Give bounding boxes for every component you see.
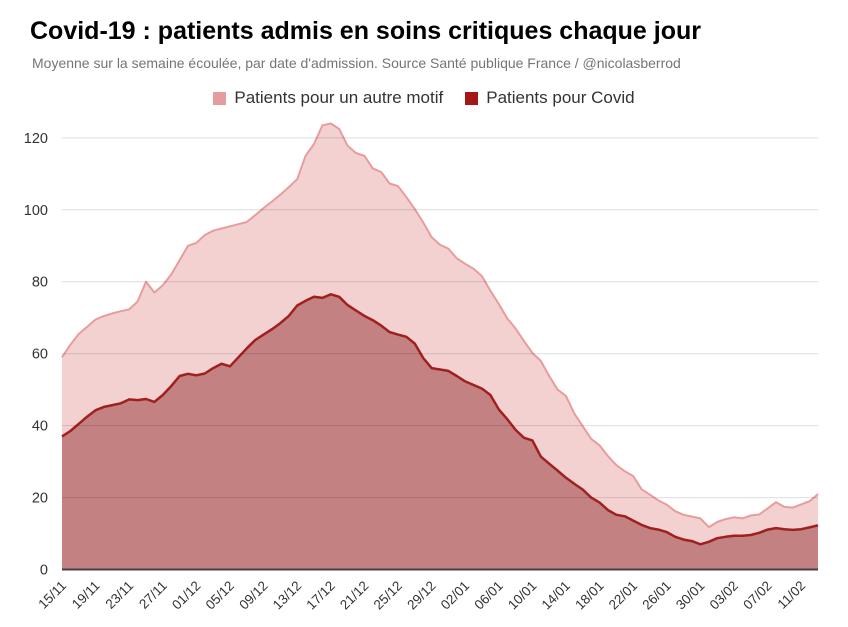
x-tick-label: 18/01 — [572, 578, 607, 613]
legend-item-covid: Patients pour Covid — [465, 88, 635, 108]
x-tick-label: 15/11 — [35, 578, 69, 612]
y-tick-label: 20 — [32, 491, 48, 507]
grid-lines — [62, 137, 818, 571]
y-tick-label: 80 — [32, 275, 48, 291]
page-subtitle: Moyenne sur la semaine écoulée, par date… — [32, 55, 681, 71]
series-covid-area — [62, 294, 818, 570]
x-tick-label: 11/02 — [775, 578, 809, 612]
x-tick-label: 26/01 — [639, 578, 674, 613]
x-tick-label: 27/11 — [136, 578, 170, 612]
y-tick-label: 40 — [32, 419, 48, 435]
y-axis-labels: 0 20 40 60 80 100 120 — [24, 131, 48, 579]
y-tick-label: 120 — [24, 131, 48, 147]
legend-label-covid: Patients pour Covid — [486, 88, 635, 107]
chart-legend: Patients pour un autre motif Patients po… — [0, 88, 848, 108]
x-tick-label: 06/01 — [471, 578, 506, 613]
x-tick-label: 22/01 — [606, 578, 641, 613]
x-tick-label: 19/11 — [69, 578, 103, 612]
legend-swatch-autre-icon — [213, 91, 227, 105]
x-tick-label: 13/12 — [270, 578, 305, 613]
x-tick-label: 02/01 — [438, 578, 473, 613]
series-covid-line — [61, 293, 819, 546]
chart-canvas: 0 20 40 60 80 100 120 15/11 19/11 23/11 27/11 01/12… — [24, 122, 819, 613]
page-title: Covid-19 : patients admis en soins criti… — [30, 17, 701, 45]
legend-label-autre: Patients pour un autre motif — [234, 88, 444, 107]
x-tick-label: 25/12 — [371, 578, 406, 613]
chart-series — [61, 122, 819, 570]
x-tick-label: 01/12 — [169, 578, 204, 613]
x-tick-label: 23/11 — [103, 578, 137, 612]
x-tick-label: 21/12 — [337, 578, 372, 613]
x-tick-label: 14/01 — [539, 578, 574, 613]
x-tick-label: 17/12 — [303, 578, 338, 613]
series-autre-line — [61, 122, 819, 529]
legend-swatch-covid-icon — [465, 91, 479, 105]
x-axis-labels: 15/11 19/11 23/11 27/11 01/12 05/12 09/12 13/12… — [35, 578, 808, 613]
y-tick-label: 0 — [40, 563, 48, 579]
x-tick-label: 30/01 — [673, 578, 708, 613]
x-tick-label: 09/12 — [236, 578, 271, 613]
x-tick-label: 03/02 — [707, 578, 742, 613]
x-tick-label: 05/12 — [203, 578, 238, 613]
y-tick-label: 100 — [24, 203, 48, 219]
y-tick-label: 60 — [32, 347, 48, 363]
x-tick-label: 10/01 — [505, 578, 540, 613]
legend-item-autre: Patients pour un autre motif — [213, 88, 443, 108]
x-tick-label: 07/02 — [740, 578, 775, 613]
x-tick-label: 29/12 — [404, 578, 439, 613]
